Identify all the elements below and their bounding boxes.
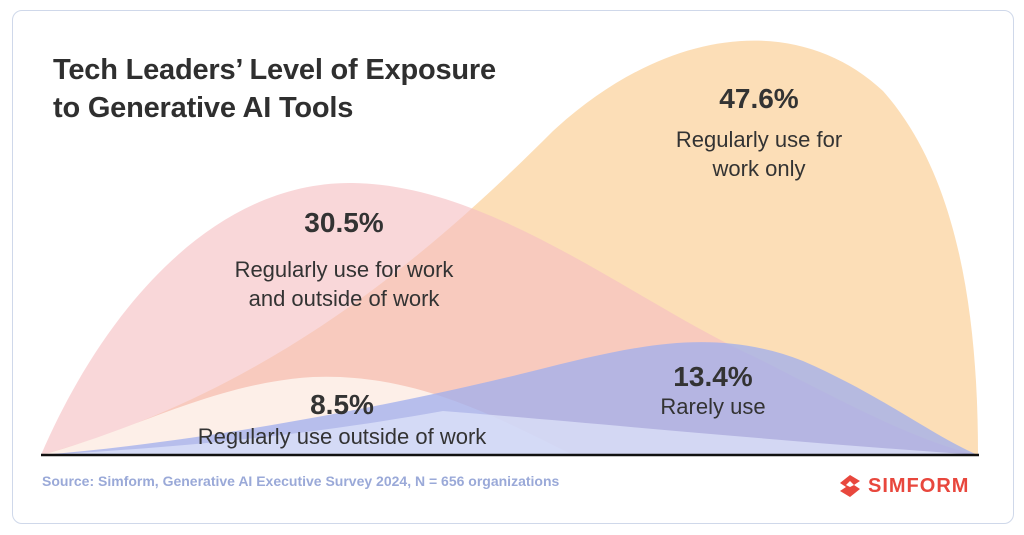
label-outside-pct: 8.5%: [310, 389, 374, 420]
label-both-pct: 30.5%: [304, 207, 384, 238]
label-work-only-desc-line-1: Regularly use for: [675, 127, 843, 152]
label-outside-desc: Regularly use outside of work: [197, 424, 487, 449]
simform-logo: SIMFORM: [838, 474, 969, 498]
chart-title: Tech Leaders’ Level of Exposure to Gener…: [53, 51, 496, 127]
label-work-only-desc: Regularly use for work only: [676, 125, 842, 183]
label-rarely-desc: Rarely use: [660, 394, 766, 419]
area-rarely-use: [41, 342, 978, 455]
chart-title-line-2: to Generative AI Tools: [53, 92, 354, 124]
area-rarely-use-tail: [41, 411, 978, 455]
area-chart: [41, 40, 979, 457]
simform-logo-icon: [840, 475, 860, 497]
label-rarely-pct: 13.4%: [673, 361, 753, 392]
chart-card: Tech Leaders’ Level of Exposure to Gener…: [12, 10, 1014, 524]
label-both-desc-line-1: Regularly use for work: [234, 257, 454, 282]
label-work-only-pct: 47.6%: [719, 83, 799, 114]
simform-logo-text: SIMFORM: [868, 474, 970, 497]
label-both-desc-line-2: and outside of work: [248, 286, 440, 311]
label-work-only-desc-line-2: work only: [712, 156, 806, 181]
chart-title-line-1: Tech Leaders’ Level of Exposure: [53, 54, 496, 86]
label-both-desc: Regularly use for work and outside of wo…: [235, 255, 454, 313]
source-note: Source: Simform, Generative AI Executive…: [42, 473, 560, 489]
